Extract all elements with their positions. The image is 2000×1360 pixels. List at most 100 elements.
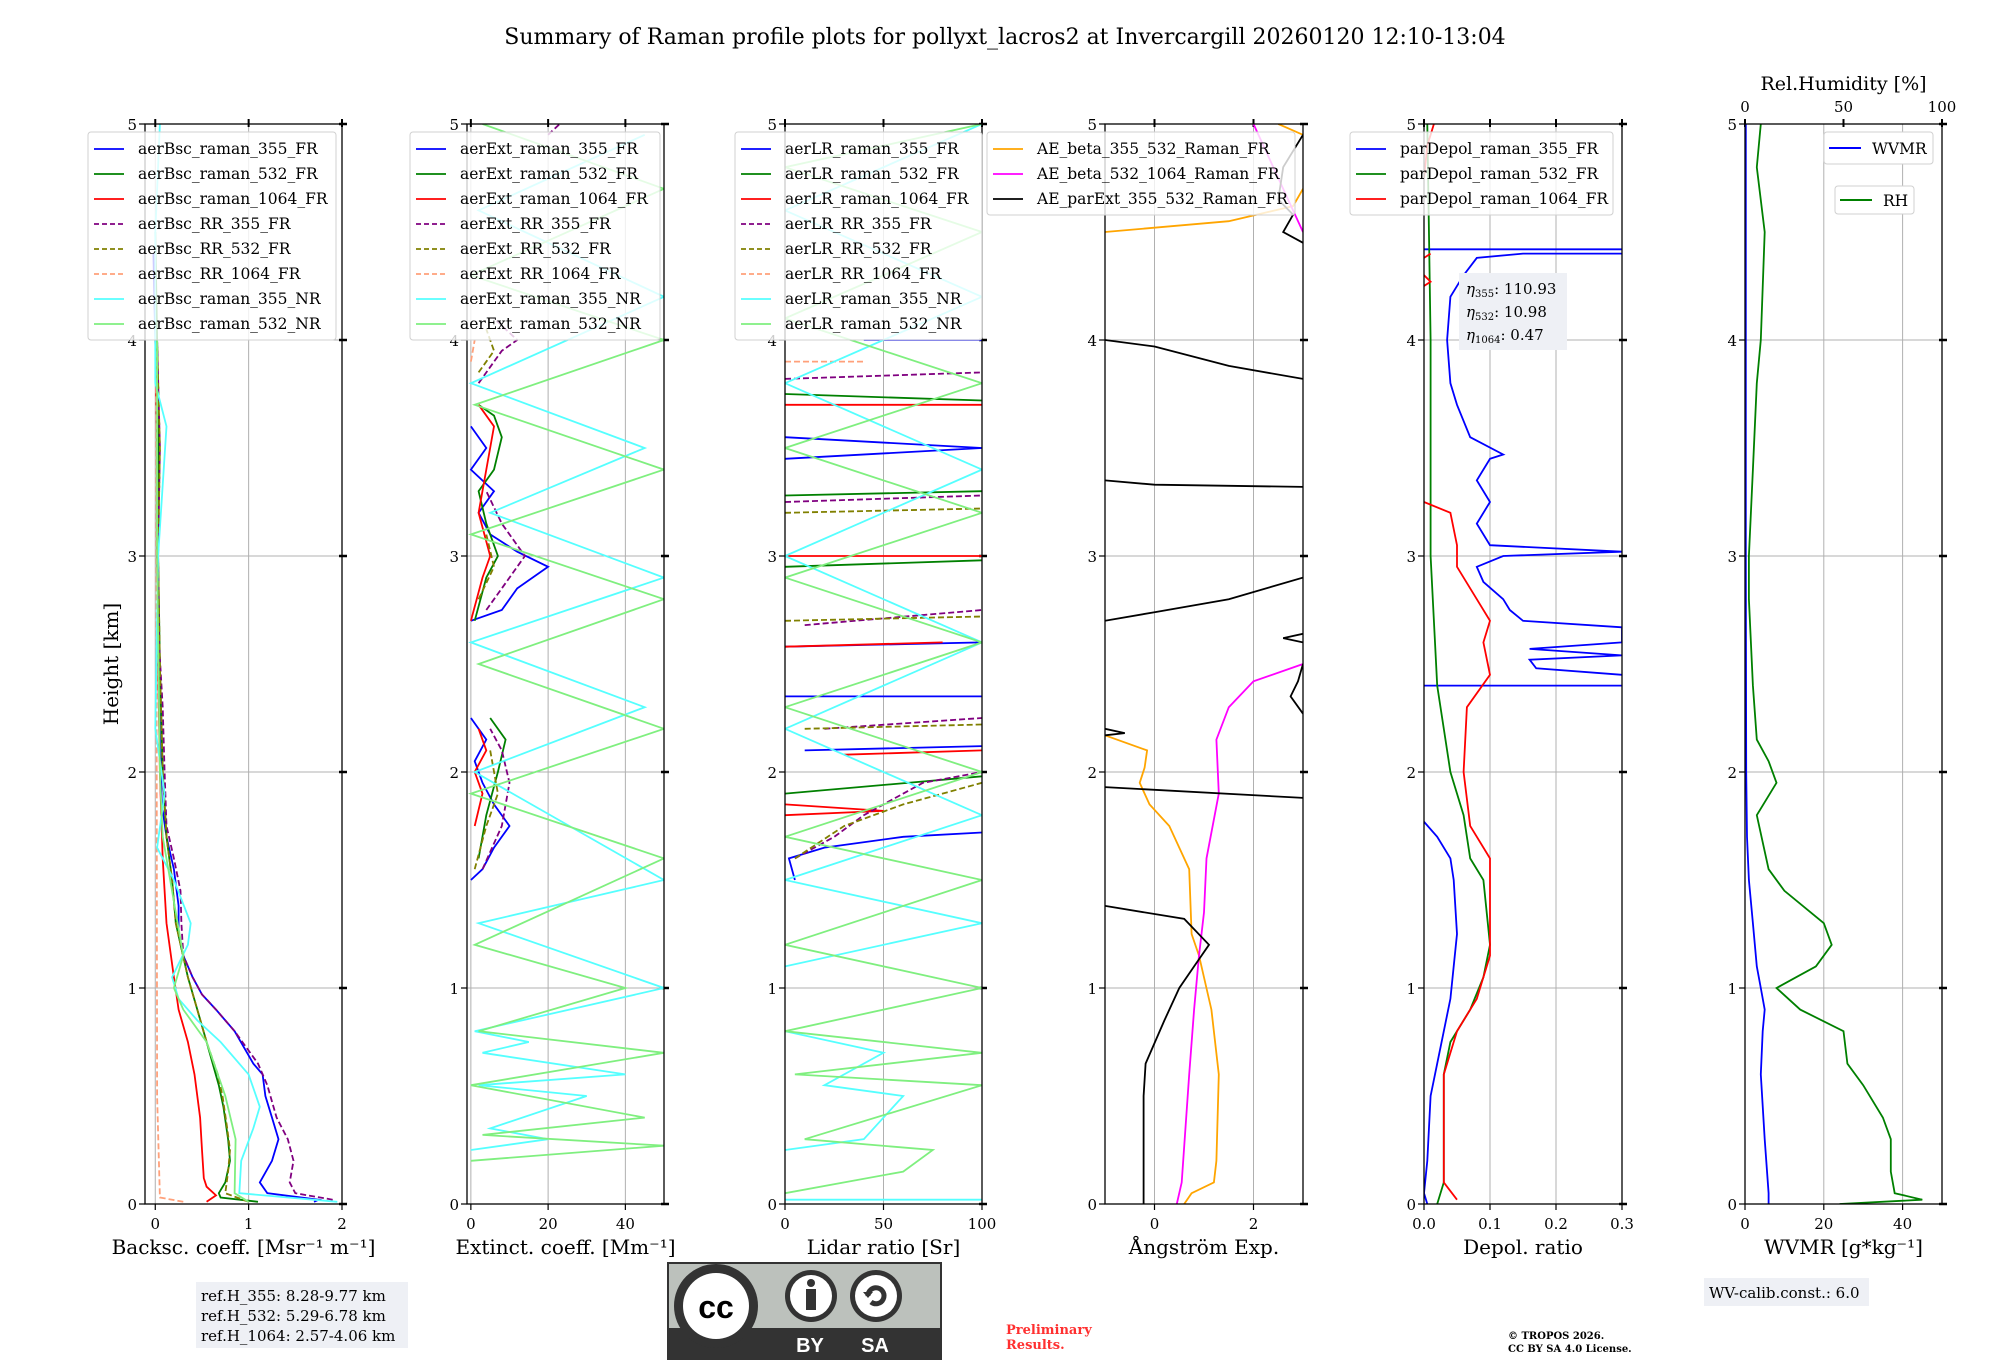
y-tick-label: 5 (1087, 116, 1097, 134)
axes-frame (784, 123, 983, 1205)
legend: aerLR_raman_355_FR aerLR_raman_532_FR aerL… (734, 131, 983, 341)
series-line-AE_beta_355_532_Raman_FR (1105, 734, 1220, 1204)
y-tick-label: 4 (767, 332, 777, 350)
series-line-aerLR_raman_532_FR (785, 393, 982, 402)
y-tick-label: 1 (1087, 980, 1097, 998)
series-line-aerLR_RR_532_FR (804, 723, 982, 730)
legend-label: aerBsc_raman_355_FR (138, 140, 319, 158)
series-line-aerBsc_RR_1064_FR (155, 339, 184, 1203)
legend-label: aerBsc_RR_1064_FR (138, 265, 302, 283)
wv-calibration-constant: WV-calib.const.: 6.0 (1709, 1284, 1860, 1302)
legend-label: aerExt_raman_355_NR (460, 290, 642, 308)
top-tick-label: 50 (1834, 98, 1853, 116)
series-line-aerExt_raman_532_NR (468, 124, 664, 1162)
cc-by-sa-logo: cc BY SA (667, 1262, 942, 1360)
legend: parDepol_raman_355_FR parDepol_raman_532_… (1349, 131, 1614, 216)
legend-label: aerExt_raman_532_NR (460, 315, 642, 333)
x-tick-label: 0.3 (1610, 1215, 1634, 1233)
axes-frame (144, 123, 343, 1205)
wv-calibration-box: WV-calib.const.: 6.0 (1704, 1278, 1869, 1306)
y-tick-label: 5 (1406, 116, 1416, 134)
x-tick-label: 0 (150, 1215, 160, 1233)
figure-title: Summary of Raman profile plots for polly… (504, 25, 1505, 50)
legend-label: aerExt_raman_532_FR (460, 165, 639, 183)
legend-label: aerLR_raman_355_NR (785, 290, 963, 308)
legend-label: aerLR_raman_532_FR (785, 165, 960, 183)
series-line-AE_beta_532_1064_Raman_FR (1175, 663, 1303, 1204)
legend-label: aerLR_RR_355_FR (785, 215, 933, 233)
legend-label: parDepol_raman_355_FR (1400, 140, 1600, 158)
legend-label: aerExt_RR_1064_FR (460, 265, 622, 283)
y-tick-label: 3 (127, 548, 137, 566)
ref-height-532: ref.H_532: 5.29-6.78 km (201, 1307, 386, 1325)
series-line-aerExt_RR_355_FR (485, 490, 527, 611)
legend-label: aerExt_RR_532_FR (460, 240, 612, 258)
series-line-WVMR (1745, 124, 1770, 1204)
legend-label: RH (1883, 192, 1908, 210)
axes-frame (466, 123, 665, 1205)
y-tick-label: 5 (767, 116, 777, 134)
y-tick-label: 4 (127, 332, 137, 350)
legend-rh: RH (1834, 185, 1915, 215)
series-line-aerLR_RR_355_FR (785, 371, 982, 380)
series-line-AE_parExt_355_532_Raman_FR (1105, 905, 1211, 1204)
y-tick-label: 2 (1727, 764, 1737, 782)
series-line-aerBsc_raman_355_NR (154, 124, 338, 1203)
lidar-ratio-panel: 0 50 100 0 1 2 3 4 5 Lidar ratio [Sr] aerLR_raman_… (734, 116, 997, 1259)
top-axis-label: Rel.Humidity [%] (1760, 73, 1926, 95)
legend-label: aerBsc_raman_532_NR (138, 315, 322, 333)
legend-label: aerExt_RR_355_FR (460, 215, 612, 233)
preliminary-note-line2: Results. (1006, 1338, 1065, 1353)
legend-label: aerExt_raman_1064_FR (460, 190, 649, 208)
series-line-parDepol_raman_1064_FR (1424, 501, 1491, 1201)
series-line-AE_parExt_355_532_Raman_FR (1105, 786, 1303, 799)
y-tick-label: 1 (767, 980, 777, 998)
series-line-aerLR_raman_355_FR (787, 831, 982, 881)
legend-label: aerLR_raman_355_FR (785, 140, 960, 158)
copyright-line1: © TROPOS 2026. (1508, 1331, 1604, 1342)
y-tick-label: 2 (1406, 764, 1416, 782)
series-line-aerLR_raman_532_NR (785, 124, 982, 1195)
axes-frame (1104, 123, 1304, 1205)
y-tick-label: 1 (1406, 980, 1416, 998)
y-tick-label: 4 (1727, 332, 1737, 350)
copyright-line2: CC BY SA 4.0 License. (1508, 1344, 1632, 1355)
sa-text: SA (861, 1335, 889, 1357)
series-line-RH (1748, 124, 1923, 1204)
series-line-AE_parExt_355_532_Raman_FR (1105, 576, 1303, 622)
preliminary-note-line1: Preliminary (1006, 1323, 1092, 1338)
ref-height-355: ref.H_355: 8.28-9.77 km (201, 1287, 386, 1305)
legend: aerExt_raman_355_FR aerExt_raman_532_FRae… (409, 131, 661, 341)
series-line-parDepol_raman_355_FR (1424, 821, 1458, 1204)
x-tick-label: 20 (1814, 1215, 1833, 1233)
top-tick-label: 0 (1740, 98, 1750, 116)
series-line-aerLR_RR_355_FR (824, 717, 982, 730)
y-tick-label: 2 (127, 764, 137, 782)
x-tick-label: 0.0 (1412, 1215, 1436, 1233)
y-tick-label: 0 (1727, 1196, 1737, 1214)
x-tick-label: 100 (968, 1215, 997, 1233)
by-text: BY (796, 1335, 824, 1357)
series-line-aerLR_RR_532_FR (794, 781, 982, 860)
legend: aerBsc_raman_355_FR aerBsc_raman_532_FRae… (87, 131, 337, 341)
legend-label: aerLR_raman_1064_FR (785, 190, 970, 208)
x-axis-label: Backsc. coeff. [Msr⁻¹ m⁻¹] (112, 1235, 376, 1259)
y-tick-label: 4 (1087, 332, 1097, 350)
x-tick-label: 0 (780, 1215, 790, 1233)
series-line-AE_parExt_355_532_Raman_FR (1283, 632, 1303, 644)
series-line-aerLR_RR_532_FR (785, 615, 982, 622)
series-line-aerExt_raman_532_FR (473, 404, 503, 622)
backscatter-panel: 0 1 2 0 1 2 3 4 5 Backsc. coeff. [Msr⁻¹ m⁻¹] aerBs… (87, 116, 376, 1259)
series-line-aerExt_raman_1064_FR (470, 404, 495, 622)
eta-value-1064: η1064: 0.47 (1466, 326, 1544, 346)
y-tick-label: 0 (767, 1196, 777, 1214)
cc-text: cc (698, 1289, 734, 1325)
y-tick-label: 3 (767, 548, 777, 566)
y-tick-label: 0 (127, 1196, 137, 1214)
series-line-aerLR_RR_532_FR (785, 507, 982, 514)
legend-label: AE_parExt_355_532_Raman_FR (1036, 190, 1289, 208)
series-line-aerLR_raman_532_FR (785, 559, 982, 568)
series-line-parDepol_raman_1064_FR (1424, 274, 1433, 287)
